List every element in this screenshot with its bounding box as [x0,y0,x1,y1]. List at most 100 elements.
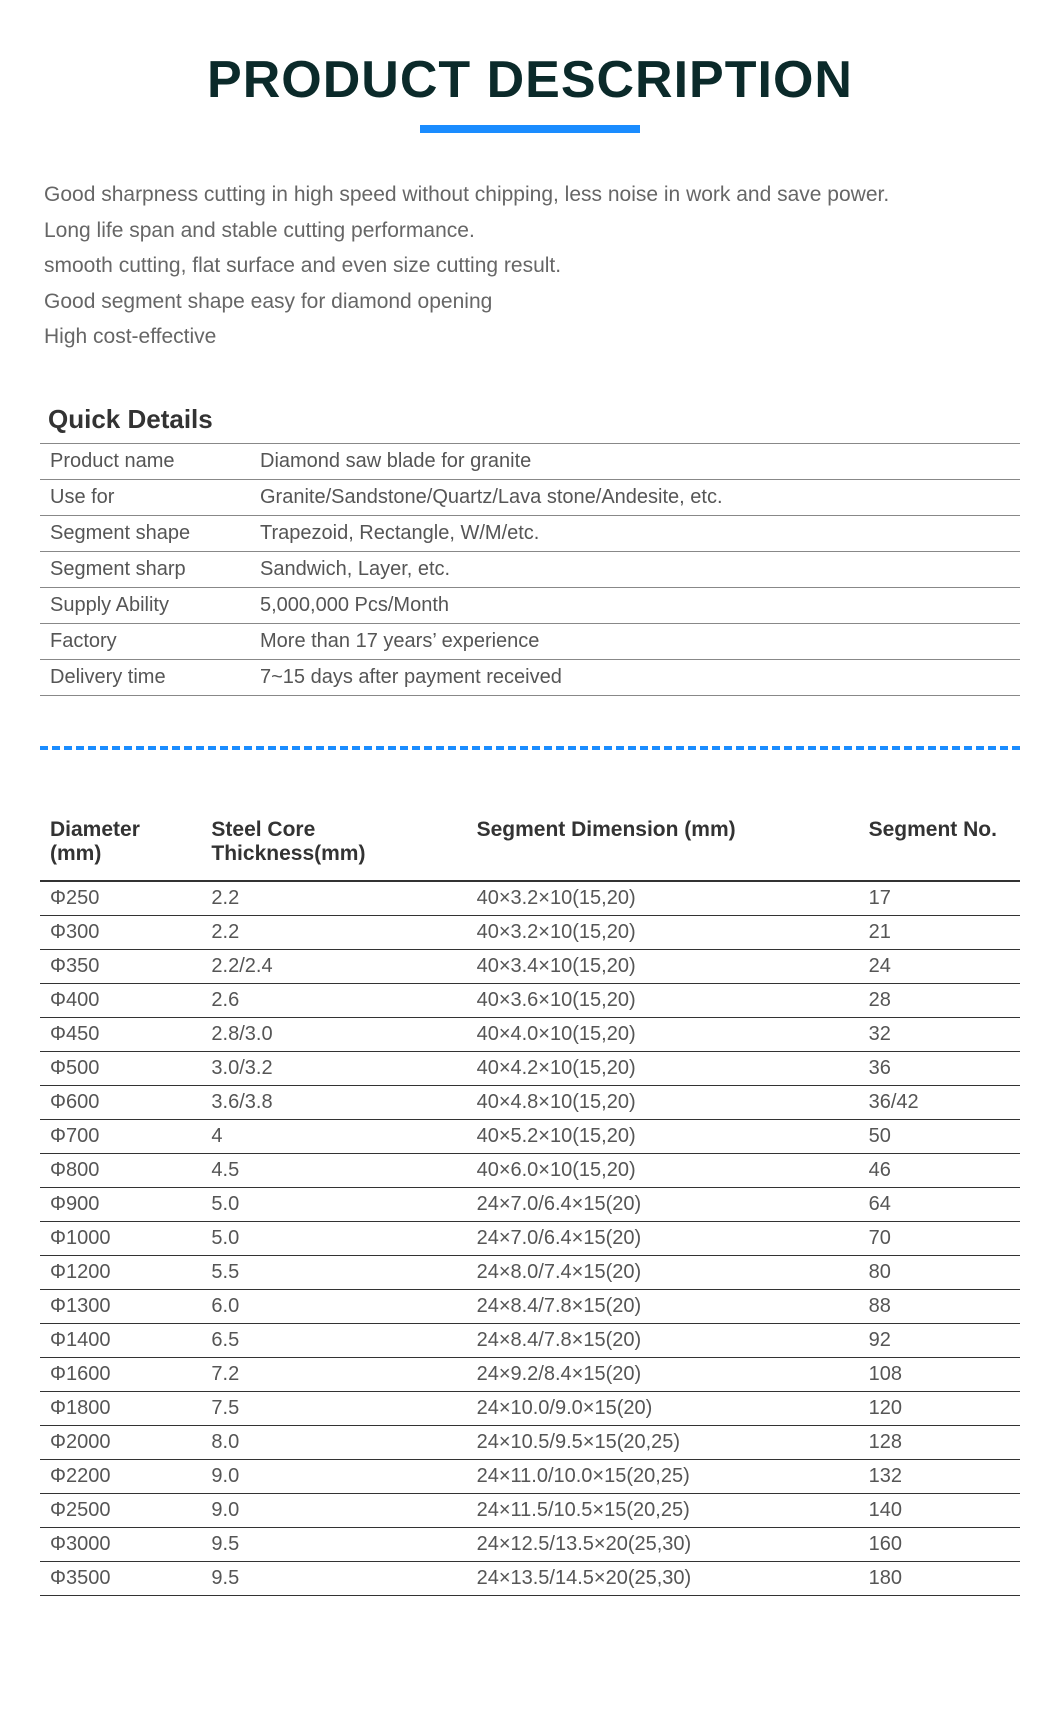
spec-cell-seg: 24×12.5/13.5×20(25,30) [467,1527,859,1561]
quick-details-row: Use forGranite/Sandstone/Quartz/Lava sto… [40,479,1020,515]
spec-cell-seg: 40×3.4×10(15,20) [467,949,859,983]
spec-cell-dia: Φ250 [40,881,201,916]
description-line: Good sharpness cutting in high speed wit… [44,178,1016,212]
spec-cell-dia: Φ1600 [40,1357,201,1391]
quick-details-row: Product nameDiamond saw blade for granit… [40,443,1020,479]
spec-cell-no: 24 [859,949,1020,983]
spec-cell-seg: 40×6.0×10(15,20) [467,1153,859,1187]
quick-details-row: Segment sharpSandwich, Layer, etc. [40,551,1020,587]
spec-cell-seg: 40×4.8×10(15,20) [467,1085,859,1119]
description-block: Good sharpness cutting in high speed wit… [40,178,1020,354]
spec-row: Φ6003.6/3.840×4.8×10(15,20)36/42 [40,1085,1020,1119]
spec-row: Φ9005.024×7.0/6.4×15(20)64 [40,1187,1020,1221]
spec-cell-no: 46 [859,1153,1020,1187]
spec-cell-dia: Φ900 [40,1187,201,1221]
spec-cell-core: 9.0 [201,1459,466,1493]
spec-cell-dia: Φ2000 [40,1425,201,1459]
quick-details-value: Diamond saw blade for granite [250,443,1020,479]
spec-cell-dia: Φ350 [40,949,201,983]
spec-cell-no: 21 [859,915,1020,949]
spec-cell-core: 2.2 [201,881,466,916]
quick-details-row: Supply Ability5,000,000 Pcs/Month [40,587,1020,623]
spec-cell-seg: 40×5.2×10(15,20) [467,1119,859,1153]
spec-cell-no: 80 [859,1255,1020,1289]
spec-cell-seg: 40×3.2×10(15,20) [467,915,859,949]
spec-cell-dia: Φ800 [40,1153,201,1187]
spec-cell-core: 9.0 [201,1493,466,1527]
spec-cell-dia: Φ2500 [40,1493,201,1527]
spec-cell-core: 7.2 [201,1357,466,1391]
spec-row: Φ30009.524×12.5/13.5×20(25,30)160 [40,1527,1020,1561]
quick-details-row: Segment shapeTrapezoid, Rectangle, W/M/e… [40,515,1020,551]
spec-cell-seg: 24×8.4/7.8×15(20) [467,1289,859,1323]
spec-cell-dia: Φ450 [40,1017,201,1051]
spec-cell-no: 132 [859,1459,1020,1493]
spec-row: Φ35009.524×13.5/14.5×20(25,30)180 [40,1561,1020,1595]
spec-header-segment: Segment Dimension (mm) [467,810,859,881]
spec-cell-dia: Φ1000 [40,1221,201,1255]
spec-cell-core: 5.0 [201,1221,466,1255]
quick-details-row: FactoryMore than 17 years’ experience [40,623,1020,659]
quick-details-heading: Quick Details [40,404,1020,435]
spec-cell-core: 2.8/3.0 [201,1017,466,1051]
spec-cell-no: 108 [859,1357,1020,1391]
quick-details-value: More than 17 years’ experience [250,623,1020,659]
spec-row: Φ13006.024×8.4/7.8×15(20)88 [40,1289,1020,1323]
spec-cell-core: 9.5 [201,1561,466,1595]
spec-header-row: Diameter (mm) Steel Core Thickness(mm) S… [40,810,1020,881]
spec-cell-dia: Φ600 [40,1085,201,1119]
quick-details-label: Use for [40,479,250,515]
spec-row: Φ4502.8/3.040×4.0×10(15,20)32 [40,1017,1020,1051]
description-line: High cost-effective [44,320,1016,354]
spec-cell-dia: Φ3500 [40,1561,201,1595]
page-title: PRODUCT DESCRIPTION [40,50,1020,110]
spec-cell-seg: 24×10.0/9.0×15(20) [467,1391,859,1425]
spec-row: Φ3502.2/2.440×3.4×10(15,20)24 [40,949,1020,983]
quick-details-table: Product nameDiamond saw blade for granit… [40,443,1020,696]
title-underline [420,125,640,133]
spec-row: Φ16007.224×9.2/8.4×15(20)108 [40,1357,1020,1391]
title-underline-wrap [40,120,1020,138]
quick-details-value: Trapezoid, Rectangle, W/M/etc. [250,515,1020,551]
spec-cell-dia: Φ1200 [40,1255,201,1289]
spec-cell-seg: 24×11.5/10.5×15(20,25) [467,1493,859,1527]
spec-cell-dia: Φ1800 [40,1391,201,1425]
spec-row: Φ22009.024×11.0/10.0×15(20,25)132 [40,1459,1020,1493]
spec-cell-no: 36 [859,1051,1020,1085]
quick-details-label: Delivery time [40,659,250,695]
spec-cell-core: 2.6 [201,983,466,1017]
spec-table: Diameter (mm) Steel Core Thickness(mm) S… [40,810,1020,1596]
description-line: Good segment shape easy for diamond open… [44,285,1016,319]
spec-row: Φ5003.0/3.240×4.2×10(15,20)36 [40,1051,1020,1085]
spec-cell-no: 140 [859,1493,1020,1527]
spec-cell-no: 50 [859,1119,1020,1153]
quick-details-label: Factory [40,623,250,659]
spec-cell-dia: Φ1400 [40,1323,201,1357]
spec-cell-core: 8.0 [201,1425,466,1459]
spec-cell-core: 3.0/3.2 [201,1051,466,1085]
spec-cell-core: 5.0 [201,1187,466,1221]
spec-cell-no: 32 [859,1017,1020,1051]
spec-header-no: Segment No. [859,810,1020,881]
spec-cell-dia: Φ700 [40,1119,201,1153]
spec-cell-core: 2.2/2.4 [201,949,466,983]
spec-header-diameter: Diameter (mm) [40,810,201,881]
spec-cell-core: 4 [201,1119,466,1153]
spec-cell-dia: Φ300 [40,915,201,949]
spec-row: Φ8004.540×6.0×10(15,20)46 [40,1153,1020,1187]
spec-cell-no: 17 [859,881,1020,916]
spec-cell-core: 9.5 [201,1527,466,1561]
description-line: Long life span and stable cutting perfor… [44,214,1016,248]
spec-cell-seg: 24×8.0/7.4×15(20) [467,1255,859,1289]
spec-row: Φ700440×5.2×10(15,20)50 [40,1119,1020,1153]
spec-cell-no: 180 [859,1561,1020,1595]
spec-cell-no: 36/42 [859,1085,1020,1119]
spec-cell-dia: Φ2200 [40,1459,201,1493]
spec-cell-core: 6.5 [201,1323,466,1357]
spec-cell-seg: 24×10.5/9.5×15(20,25) [467,1425,859,1459]
spec-cell-core: 7.5 [201,1391,466,1425]
spec-cell-no: 28 [859,983,1020,1017]
spec-row: Φ20008.024×10.5/9.5×15(20,25)128 [40,1425,1020,1459]
spec-cell-no: 120 [859,1391,1020,1425]
spec-cell-no: 88 [859,1289,1020,1323]
